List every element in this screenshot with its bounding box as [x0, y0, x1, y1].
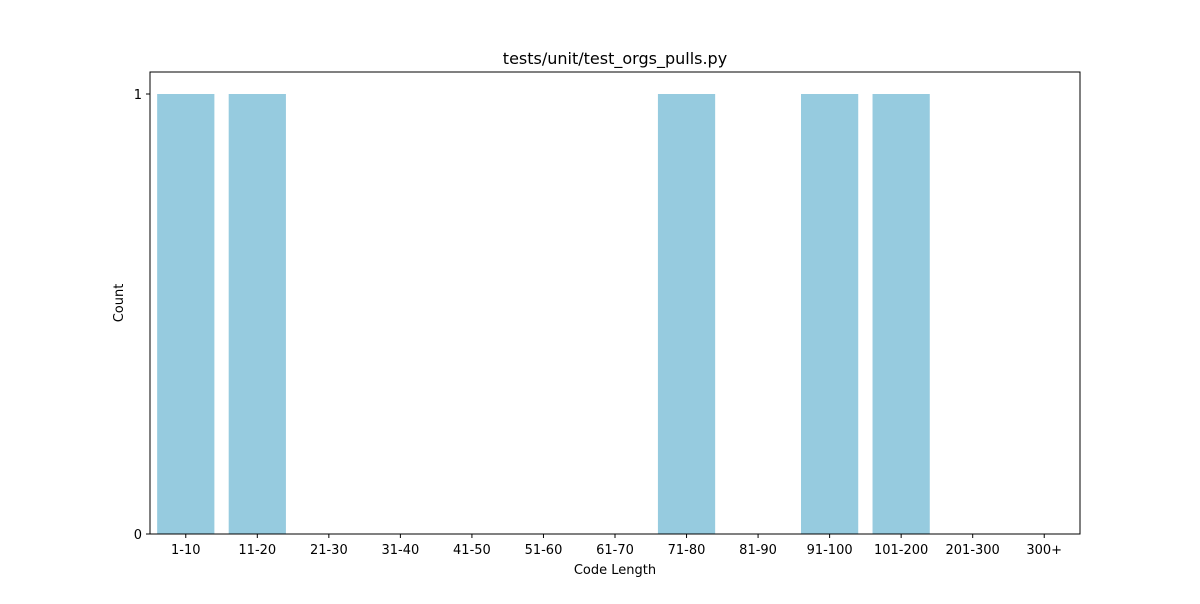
bar-11-20	[228, 94, 286, 534]
x-tick-label: 81-90	[739, 543, 777, 558]
x-tick-label: 51-60	[525, 543, 563, 558]
x-tick-label: 61-70	[596, 543, 634, 558]
x-tick-label: 300+	[1026, 543, 1062, 558]
y-tick-label: 0	[134, 528, 142, 543]
x-tick-label: 71-80	[668, 543, 706, 558]
y-tick-label: 1	[134, 88, 142, 103]
x-tick-label: 21-30	[310, 543, 348, 558]
x-tick-label: 31-40	[381, 543, 419, 558]
x-tick-label: 201-300	[946, 543, 1000, 558]
bar-71-80	[657, 94, 716, 534]
bars-group	[157, 94, 930, 534]
plot-frame	[149, 71, 1081, 535]
y-axis-label: Count	[112, 284, 127, 323]
bar-91-100	[801, 94, 859, 534]
x-tick-label: 11-20	[238, 543, 276, 558]
x-axis-label: Code Length	[574, 563, 656, 578]
x-ticks-group: 1-10 11-20 21-30 31-40 41-50 51-60 61-70 71-80 8…	[171, 534, 1062, 558]
x-tick-label: 1-10	[171, 543, 201, 558]
y-ticks-group: 01	[134, 88, 150, 543]
chart-title: tests/unit/test_orgs_pulls.py	[503, 49, 727, 69]
x-tick-label: 41-50	[453, 543, 491, 558]
bar-101-200	[872, 94, 930, 534]
bar-1-10	[157, 94, 215, 534]
x-tick-label: 91-100	[807, 543, 853, 558]
x-tick-label: 101-200	[874, 543, 928, 558]
